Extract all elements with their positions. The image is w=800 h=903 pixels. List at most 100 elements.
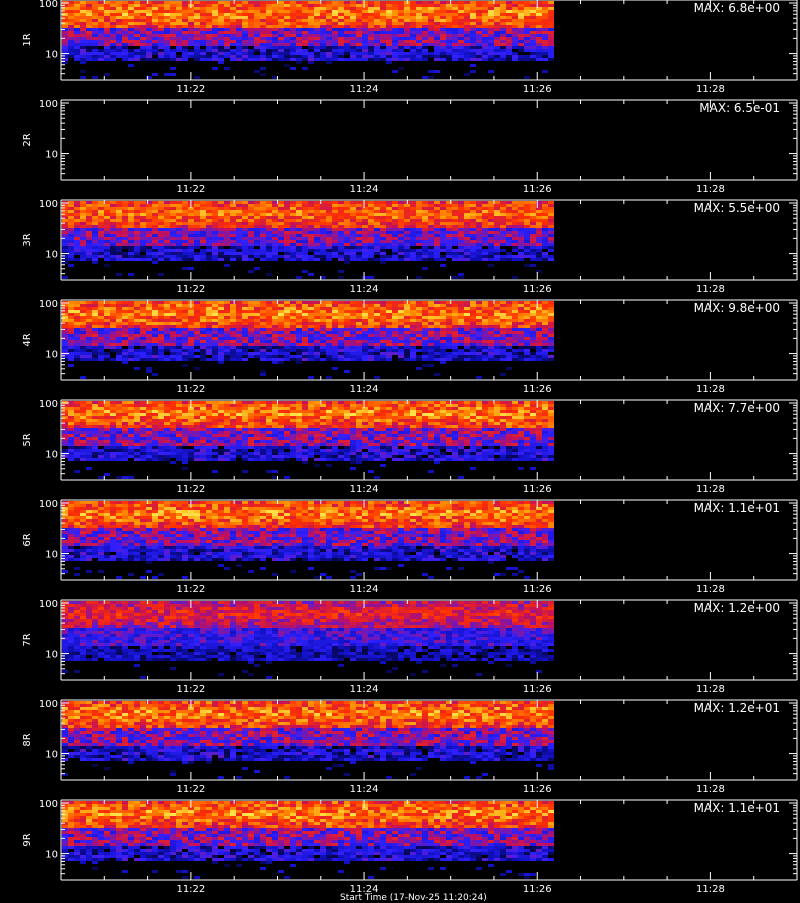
heatmap-cell (344, 337, 350, 340)
heatmap-cell (164, 31, 170, 34)
heatmap-cell (68, 328, 74, 331)
heatmap-cell (404, 237, 410, 240)
heatmap-cell (80, 331, 86, 334)
heatmap-cell (428, 10, 434, 13)
heatmap-cell (548, 334, 554, 337)
heatmap-cell (398, 37, 404, 40)
heatmap-cell (380, 46, 386, 49)
heatmap-cell (356, 46, 362, 49)
heatmap-cell (188, 13, 194, 16)
heatmap-cell (68, 310, 74, 313)
heatmap-cell (98, 243, 104, 246)
heatmap-cell (308, 34, 314, 37)
heatmap-cell (116, 334, 122, 337)
heatmap-cell (380, 343, 386, 346)
heatmap-cell (470, 331, 476, 334)
heatmap-cell (230, 213, 236, 216)
heatmap-cell (542, 16, 548, 19)
heatmap-cell (308, 331, 314, 334)
heatmap-cell (200, 349, 206, 352)
heatmap-cell (380, 337, 386, 340)
heatmap-cell (266, 22, 272, 25)
heatmap-cell (422, 13, 428, 16)
heatmap-cell (134, 207, 140, 210)
heatmap-cell (512, 234, 518, 237)
heatmap-cell (482, 43, 488, 46)
heatmap-cell (206, 219, 212, 222)
heatmap-cell (338, 349, 344, 352)
heatmap-cell (170, 352, 176, 355)
heatmap-cell (500, 234, 506, 237)
heatmap-cell (314, 255, 320, 258)
heatmap-cell (290, 19, 296, 22)
heatmap-cell (74, 216, 80, 219)
heatmap-cell (440, 213, 446, 216)
heatmap-cell (62, 276, 68, 279)
heatmap-cell (206, 337, 212, 340)
heatmap-cell (122, 243, 128, 246)
panel-ylabel: 2R (22, 133, 33, 146)
heatmap-cell (530, 231, 536, 234)
heatmap-cell (296, 325, 302, 328)
heatmap-cell (338, 243, 344, 246)
heatmap-cell (524, 301, 530, 304)
heatmap-cell (158, 1, 164, 4)
heatmap-cell (260, 337, 266, 340)
panel-ylabel: 1R (22, 33, 33, 46)
heatmap-cell (458, 16, 464, 19)
heatmap-cell (62, 340, 68, 343)
heatmap-cell (422, 316, 428, 319)
heatmap-cell (146, 240, 152, 243)
heatmap-cell (206, 37, 212, 40)
heatmap-cell (416, 31, 422, 34)
heatmap-cell (506, 304, 512, 307)
heatmap-cell (500, 201, 506, 204)
heatmap-cell (86, 322, 92, 325)
heatmap-cell (416, 234, 422, 237)
heatmap-cell (302, 349, 308, 352)
heatmap-cell (362, 207, 368, 210)
heatmap-cell (128, 304, 134, 307)
heatmap-cell (74, 58, 80, 61)
heatmap-cell (500, 310, 506, 313)
heatmap-cell (140, 22, 146, 25)
heatmap-cell (104, 346, 110, 349)
heatmap-cell (74, 243, 80, 246)
heatmap-cell (290, 246, 296, 249)
heatmap-cell (410, 252, 416, 255)
heatmap-cell (170, 31, 176, 34)
heatmap-cell (212, 346, 218, 349)
heatmap-cell (422, 16, 428, 19)
heatmap-cell (116, 246, 122, 249)
heatmap-cell (128, 210, 134, 213)
heatmap-cell (104, 246, 110, 249)
heatmap-cell (494, 55, 500, 58)
heatmap-cell (410, 43, 416, 46)
heatmap-cell (386, 219, 392, 222)
heatmap-cell (458, 343, 464, 346)
heatmap-cell (164, 249, 170, 252)
heatmap-cell (248, 307, 254, 310)
heatmap-cell (446, 10, 452, 13)
heatmap-cell (410, 313, 416, 316)
heatmap-cell (362, 222, 368, 225)
heatmap-cell (410, 255, 416, 258)
heatmap-cell (404, 240, 410, 243)
heatmap-cell (62, 19, 68, 22)
heatmap-cell (284, 310, 290, 313)
heatmap-cell (80, 243, 86, 246)
heatmap-cell (122, 234, 128, 237)
heatmap-cell (296, 52, 302, 55)
heatmap-cell (512, 225, 518, 228)
heatmap-cell (230, 40, 236, 43)
heatmap-cell (542, 1, 548, 4)
heatmap-cell (332, 352, 338, 355)
heatmap-cell (362, 219, 368, 222)
heatmap-cell (458, 210, 464, 213)
heatmap-cell (110, 331, 116, 334)
heatmap-cell (416, 301, 422, 304)
heatmap-cell (494, 22, 500, 25)
heatmap-cell (200, 301, 206, 304)
heatmap-cell (428, 310, 434, 313)
heatmap-cell (188, 255, 194, 258)
